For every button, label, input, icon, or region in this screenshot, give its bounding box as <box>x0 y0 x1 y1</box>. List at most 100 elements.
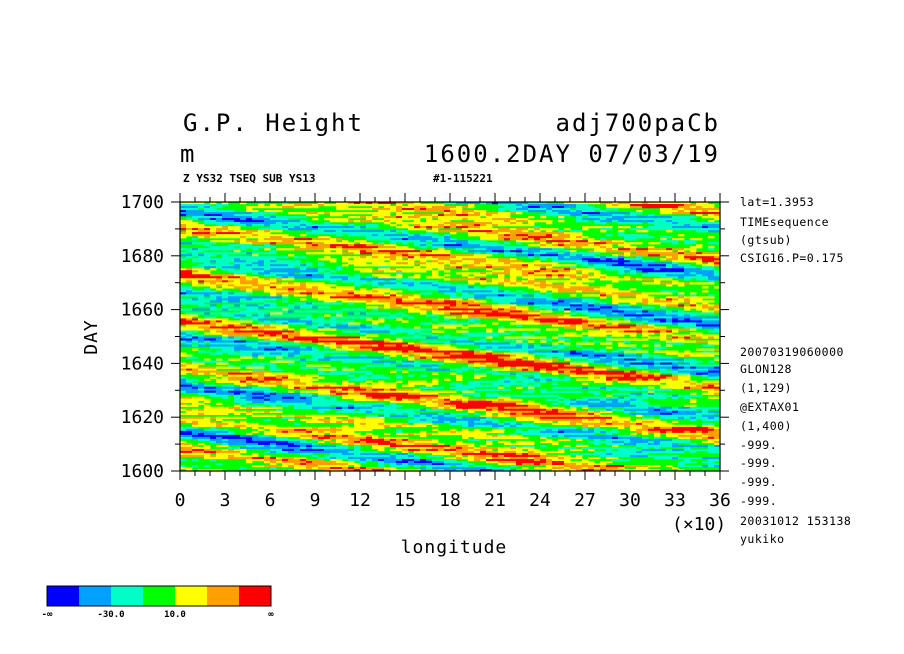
heatmap-cell <box>210 242 217 245</box>
heatmap-cell <box>522 344 529 347</box>
heatmap-cell <box>690 258 697 261</box>
heatmap-cell <box>702 204 709 207</box>
heatmap-cell <box>564 354 571 357</box>
heatmap-cell <box>438 256 445 259</box>
heatmap-cell <box>636 294 643 297</box>
heatmap-cell <box>504 220 511 223</box>
heatmap-cell <box>396 282 403 285</box>
heatmap-cell <box>582 254 589 257</box>
heatmap-cell <box>576 270 583 273</box>
heatmap-cell <box>198 228 205 231</box>
heatmap-cell <box>678 250 685 253</box>
heatmap-cell <box>630 344 637 347</box>
heatmap-cell <box>504 318 511 321</box>
heatmap-cell <box>234 296 241 299</box>
heatmap-cell <box>372 260 379 263</box>
heatmap-cell <box>246 268 253 271</box>
heatmap-cell <box>414 222 421 225</box>
heatmap-cell <box>204 316 211 319</box>
heatmap-cell <box>360 262 367 265</box>
heatmap-cell <box>198 296 205 299</box>
heatmap-cell <box>588 298 595 301</box>
heatmap-cell <box>264 342 271 345</box>
heatmap-cell <box>570 264 577 267</box>
heatmap-cell <box>306 262 313 265</box>
heatmap-cell <box>372 346 379 349</box>
heatmap-cell <box>258 284 265 287</box>
heatmap-cell <box>318 278 325 281</box>
heatmap-cell <box>252 286 259 289</box>
heatmap-cell <box>582 236 589 239</box>
heatmap-cell <box>426 262 433 265</box>
heatmap-cell <box>300 270 307 273</box>
heatmap-cell <box>204 204 211 207</box>
heatmap-cell <box>594 304 601 307</box>
heatmap-cell <box>432 266 439 269</box>
heatmap-cell <box>654 222 661 225</box>
heatmap-cell <box>270 324 277 327</box>
heatmap-cell <box>600 296 607 299</box>
heatmap-cell <box>420 340 427 343</box>
heatmap-cell <box>534 270 541 273</box>
heatmap-cell <box>354 250 361 253</box>
heatmap-cell <box>342 338 349 341</box>
heatmap-cell <box>618 334 625 337</box>
heatmap-cell <box>180 222 187 225</box>
heatmap-cell <box>390 304 397 307</box>
heatmap-cell <box>564 316 571 319</box>
heatmap-cell <box>216 308 223 311</box>
heatmap-cell <box>648 266 655 269</box>
heatmap-cell <box>276 306 283 309</box>
heatmap-cell <box>654 350 661 353</box>
heatmap-cell <box>288 260 295 263</box>
heatmap-cell <box>564 338 571 341</box>
heatmap-cell <box>414 298 421 301</box>
heatmap-cell <box>714 272 721 275</box>
heatmap-cell <box>294 274 301 277</box>
heatmap-cell <box>672 296 679 299</box>
heatmap-cell <box>654 328 661 331</box>
heatmap-cell <box>702 274 709 277</box>
heatmap-cell <box>450 302 457 305</box>
heatmap-cell <box>270 304 277 307</box>
heatmap-cell <box>594 330 601 333</box>
heatmap-cell <box>624 218 631 221</box>
heatmap-cell <box>234 284 241 287</box>
heatmap-cell <box>192 318 199 321</box>
heatmap-cell <box>228 304 235 307</box>
heatmap-cell <box>696 244 703 247</box>
heatmap-cell <box>648 302 655 305</box>
heatmap-cell <box>372 238 379 241</box>
heatmap-cell <box>564 232 571 235</box>
heatmap-cell <box>678 338 685 341</box>
heatmap-cell <box>444 318 451 321</box>
heatmap-cell <box>294 226 301 229</box>
heatmap-cell <box>180 280 187 283</box>
heatmap-cell <box>642 262 649 265</box>
heatmap-cell <box>318 264 325 267</box>
heatmap-cell <box>534 248 541 251</box>
heatmap-cell <box>540 280 547 283</box>
heatmap-cell <box>714 352 721 355</box>
heatmap-cell <box>462 294 469 297</box>
heatmap-cell <box>366 258 373 261</box>
heatmap-cell <box>246 318 253 321</box>
heatmap-cell <box>198 312 205 315</box>
heatmap-cell <box>354 278 361 281</box>
heatmap-cell <box>240 328 247 331</box>
heatmap-cell <box>672 336 679 339</box>
heatmap-cell <box>504 290 511 293</box>
heatmap-cell <box>552 316 559 319</box>
heatmap-cell <box>324 232 331 235</box>
heatmap-cell <box>546 288 553 291</box>
heatmap-cell <box>612 280 619 283</box>
heatmap-cell <box>528 252 535 255</box>
heatmap-cell <box>312 218 319 221</box>
heatmap-cell <box>474 294 481 297</box>
heatmap-cell <box>264 252 271 255</box>
heatmap-cell <box>564 290 571 293</box>
heatmap-cell <box>522 318 529 321</box>
heatmap-cell <box>366 270 373 273</box>
heatmap-cell <box>222 220 229 223</box>
heatmap-cell <box>612 206 619 209</box>
